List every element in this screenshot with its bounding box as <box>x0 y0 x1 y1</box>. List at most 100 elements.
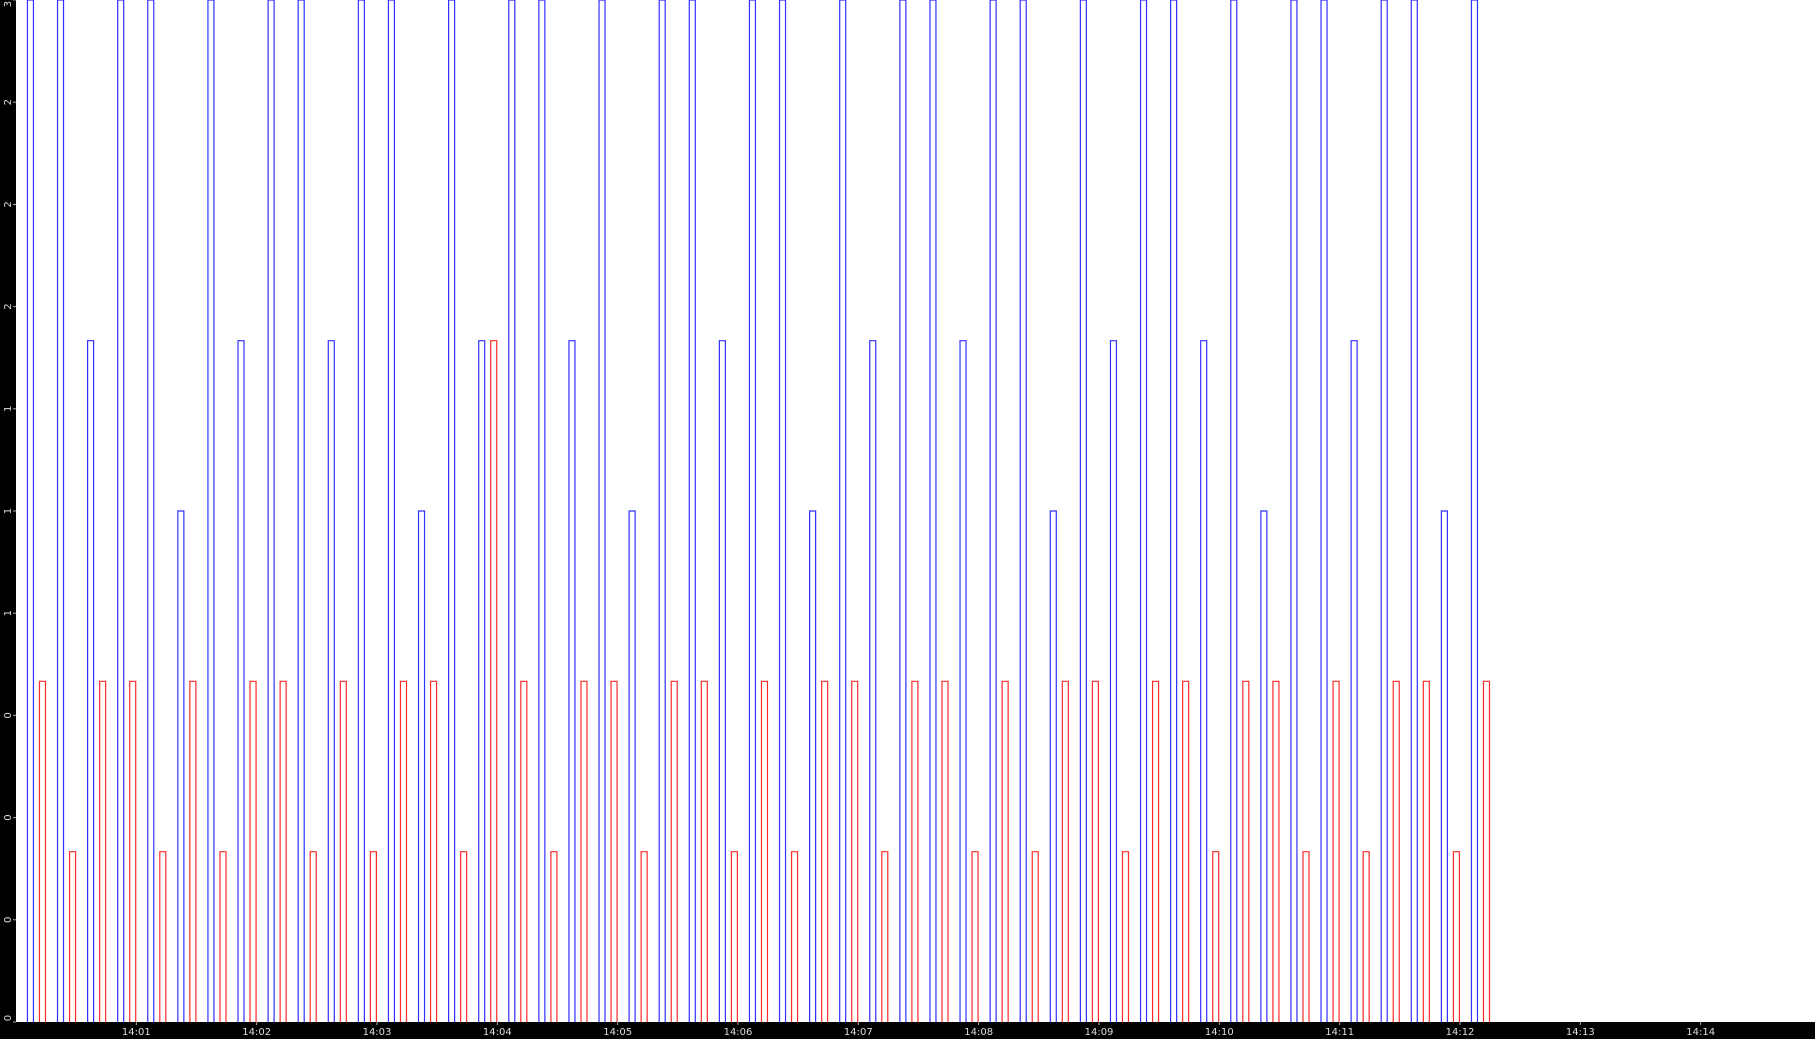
spike <box>1440 510 1448 1022</box>
x-tick-label: 14:05 <box>603 1027 632 1038</box>
spike <box>147 0 155 1022</box>
spike <box>700 680 708 1022</box>
y-tick-label: 1 <box>3 610 14 616</box>
spike <box>267 0 275 1022</box>
spike <box>1452 851 1461 1022</box>
spike <box>309 851 317 1022</box>
spike <box>790 851 799 1022</box>
spike <box>1482 680 1491 1022</box>
spike <box>448 0 456 1022</box>
spike <box>429 680 438 1022</box>
spike <box>718 340 726 1022</box>
spike <box>1170 0 1178 1022</box>
x-tick-label: 14:14 <box>1686 1027 1715 1038</box>
spike <box>989 0 997 1022</box>
spike <box>387 0 396 1022</box>
y-tick-label: 0 <box>3 712 14 718</box>
spike <box>460 851 468 1022</box>
spike <box>580 680 588 1022</box>
spike <box>670 680 678 1022</box>
spike <box>490 340 498 1022</box>
y-tick-label: 3 <box>3 1 14 7</box>
y-tick-label: 2 <box>3 303 14 309</box>
spike <box>1121 851 1130 1022</box>
spike <box>640 851 648 1022</box>
spike <box>1392 680 1400 1022</box>
spike <box>1470 0 1479 1022</box>
spike <box>26 0 35 1022</box>
spike <box>177 510 185 1022</box>
x-tick-label: 14:11 <box>1325 1027 1354 1038</box>
spike <box>38 680 47 1022</box>
x-tick-label: 14:12 <box>1446 1027 1475 1038</box>
spike <box>478 340 486 1022</box>
y-tick-label: 2 <box>3 201 14 207</box>
spike <box>1290 0 1298 1022</box>
spike <box>1380 0 1388 1022</box>
spike <box>730 851 738 1022</box>
spike <box>550 851 558 1022</box>
spike <box>297 0 305 1022</box>
spike <box>538 0 546 1022</box>
spike <box>87 340 95 1022</box>
spike <box>688 0 696 1022</box>
x-tick-label: 14:03 <box>363 1027 392 1038</box>
spike <box>1049 510 1057 1022</box>
spike <box>1091 680 1100 1022</box>
x-tick-label: 14:13 <box>1566 1027 1595 1038</box>
spike <box>821 680 829 1022</box>
spike <box>1332 680 1340 1022</box>
spike <box>56 0 65 1022</box>
spike <box>899 0 907 1022</box>
y-tick-label: 0 <box>3 917 14 923</box>
spike <box>1320 0 1328 1022</box>
spike <box>959 340 967 1022</box>
spike <box>508 0 516 1022</box>
y-tick-label: 0 <box>3 814 14 820</box>
spike <box>568 340 576 1022</box>
spike <box>117 0 125 1022</box>
x-tick-label: 14:07 <box>844 1027 873 1038</box>
spike <box>1272 680 1280 1022</box>
spike <box>1302 851 1310 1022</box>
spike <box>610 680 618 1022</box>
x-tick-label: 14:02 <box>242 1027 271 1038</box>
spike <box>658 0 666 1022</box>
spike <box>129 680 137 1022</box>
x-tick-label: 14:04 <box>483 1027 512 1038</box>
spike <box>1200 340 1208 1022</box>
spike <box>748 0 757 1022</box>
spike <box>339 680 347 1022</box>
spike <box>1031 851 1039 1022</box>
spike <box>99 680 107 1022</box>
spike <box>1362 851 1370 1022</box>
spike <box>809 510 817 1022</box>
spike <box>1350 340 1358 1022</box>
spike <box>1260 510 1268 1022</box>
spike <box>1182 680 1190 1022</box>
spike <box>1061 680 1069 1022</box>
spike <box>417 510 426 1022</box>
spike <box>1410 0 1418 1022</box>
spike <box>941 680 949 1022</box>
x-tick-label: 14:08 <box>964 1027 993 1038</box>
spike <box>1230 0 1238 1022</box>
spike <box>1242 680 1250 1022</box>
spike <box>881 851 889 1022</box>
spike <box>207 0 215 1022</box>
spike <box>628 510 636 1022</box>
y-tick-label: 0 <box>3 1015 14 1021</box>
spike <box>1001 680 1009 1022</box>
spike <box>760 680 769 1022</box>
spike <box>68 851 77 1022</box>
spike <box>357 0 365 1022</box>
y-tick-label: 1 <box>3 406 14 412</box>
x-tick-label: 14:01 <box>122 1027 151 1038</box>
x-tick-label: 14:10 <box>1205 1027 1234 1038</box>
spike <box>1422 680 1430 1022</box>
spike <box>869 340 877 1022</box>
spike <box>399 680 408 1022</box>
spike <box>911 680 919 1022</box>
